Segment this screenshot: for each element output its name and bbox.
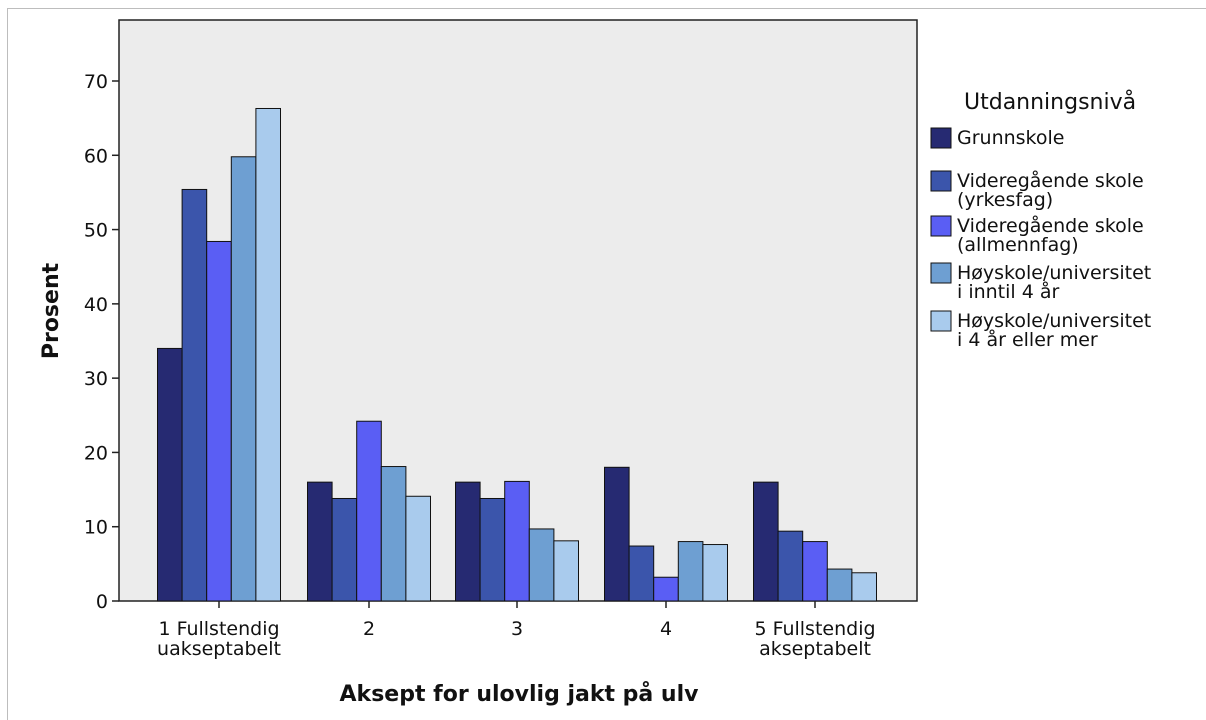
legend-swatch xyxy=(930,215,952,237)
bar xyxy=(702,544,729,602)
legend-label: Videregående skole xyxy=(957,169,1144,192)
y-tick-label: 60 xyxy=(84,145,108,167)
bar xyxy=(157,347,183,602)
bar xyxy=(553,540,580,602)
legend-label: i inntil 4 år xyxy=(957,280,1059,303)
x-tick-label: 1 Fullstendig xyxy=(158,618,279,640)
bar xyxy=(504,480,530,602)
bar xyxy=(307,481,333,602)
bar xyxy=(826,568,853,602)
bar xyxy=(455,481,481,602)
y-tick-label: 30 xyxy=(84,368,108,390)
bar xyxy=(230,156,257,602)
legend: Utdanningsnivå Grunnskole Videregående sk… xyxy=(930,89,1151,351)
bar xyxy=(380,466,407,602)
legend-swatch xyxy=(930,170,952,192)
bar xyxy=(802,541,828,602)
bar xyxy=(356,420,382,602)
bar xyxy=(528,528,555,602)
x-tick-label: uakseptabelt xyxy=(157,638,281,660)
legend-label: Videregående skole xyxy=(957,214,1144,237)
bar xyxy=(628,545,655,602)
bar xyxy=(405,495,431,602)
bar xyxy=(206,240,232,602)
bars-group xyxy=(157,107,878,602)
x-axis-title: Aksept for ulovlig jakt på ulv xyxy=(340,681,700,707)
bar xyxy=(753,481,779,602)
bar xyxy=(851,572,878,602)
chart-frame xyxy=(7,8,1206,720)
x-tick-label: 4 xyxy=(660,618,672,640)
y-axis: 0 10 20 30 40 50 60 70 xyxy=(84,71,119,613)
legend-title: Utdanningsnivå xyxy=(964,89,1136,115)
legend-label: Grunnskole xyxy=(957,127,1064,149)
x-tick-label: 2 xyxy=(363,618,375,640)
legend-swatch xyxy=(930,310,952,332)
legend-swatch xyxy=(930,262,952,284)
x-tick-label: akseptabelt xyxy=(759,638,871,660)
legend-label: i 4 år eller mer xyxy=(957,328,1098,351)
legend-label: (yrkesfag) xyxy=(957,189,1053,211)
bar xyxy=(479,497,506,602)
bar xyxy=(604,466,630,602)
x-tick-label: 3 xyxy=(511,618,523,640)
y-tick-label: 40 xyxy=(84,294,108,316)
y-axis-title: Prosent xyxy=(39,262,64,359)
bar xyxy=(677,541,704,602)
y-tick-label: 10 xyxy=(84,517,108,539)
bar xyxy=(181,188,208,602)
y-tick-label: 0 xyxy=(96,591,108,613)
y-tick-label: 70 xyxy=(84,71,108,93)
y-tick-label: 50 xyxy=(84,220,108,242)
bar xyxy=(653,576,679,602)
x-tick-label: 5 Fullstendig xyxy=(754,618,875,640)
bar xyxy=(331,497,358,602)
bar xyxy=(777,530,804,602)
y-tick-label: 20 xyxy=(84,442,108,464)
legend-label: (allmennfag) xyxy=(957,234,1079,256)
legend-label: Høyskole/universitet xyxy=(957,262,1151,284)
bar xyxy=(255,107,281,602)
legend-label: Høyskole/universitet xyxy=(957,310,1151,332)
legend-swatch xyxy=(930,127,952,149)
